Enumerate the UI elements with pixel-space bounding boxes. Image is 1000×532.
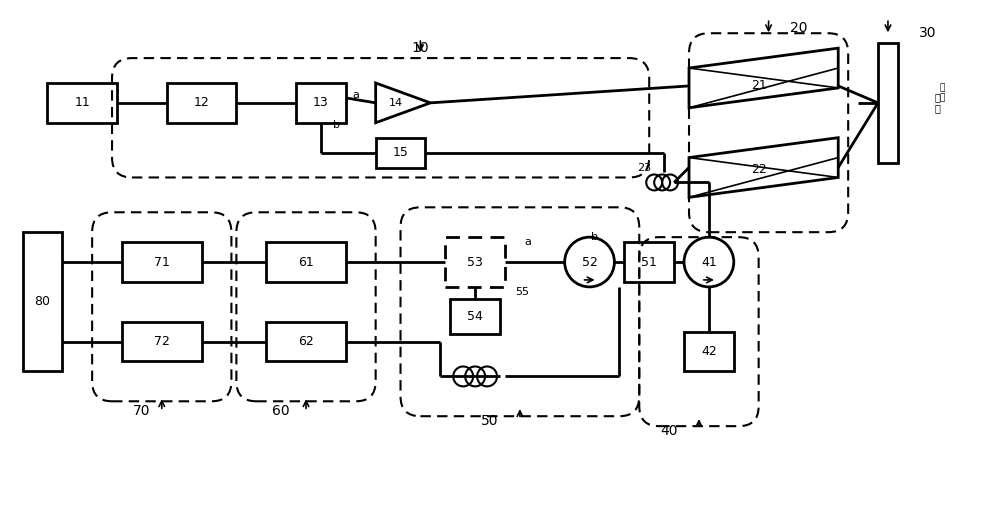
Text: 72: 72 bbox=[154, 335, 170, 348]
Bar bbox=[445, 237, 505, 287]
Bar bbox=[122, 242, 202, 282]
Bar bbox=[376, 138, 425, 168]
Text: 60: 60 bbox=[272, 404, 290, 418]
Text: 14: 14 bbox=[388, 98, 403, 108]
Bar bbox=[266, 322, 346, 362]
Text: 气
候: 气 候 bbox=[935, 92, 941, 114]
Text: 52: 52 bbox=[582, 255, 597, 269]
Text: 51: 51 bbox=[641, 255, 657, 269]
Bar bbox=[684, 331, 734, 371]
Text: b: b bbox=[333, 120, 340, 130]
Text: 21: 21 bbox=[751, 79, 767, 93]
Text: 22: 22 bbox=[751, 163, 767, 176]
Bar bbox=[266, 242, 346, 282]
Bar bbox=[624, 242, 674, 282]
Text: 61: 61 bbox=[298, 255, 314, 269]
Text: 53: 53 bbox=[467, 255, 483, 269]
Text: 10: 10 bbox=[412, 41, 429, 55]
Bar bbox=[122, 322, 202, 362]
Bar bbox=[167, 83, 236, 123]
Text: 30: 30 bbox=[919, 26, 937, 40]
Text: 13: 13 bbox=[313, 96, 329, 110]
Bar bbox=[47, 83, 117, 123]
Bar bbox=[23, 232, 62, 371]
Text: 54: 54 bbox=[467, 310, 483, 323]
Text: a: a bbox=[353, 90, 360, 100]
Text: 40: 40 bbox=[660, 424, 678, 438]
Text: 62: 62 bbox=[298, 335, 314, 348]
Text: 42: 42 bbox=[701, 345, 717, 358]
Text: 11: 11 bbox=[74, 96, 90, 110]
Text: 23: 23 bbox=[637, 162, 651, 172]
Text: 12: 12 bbox=[194, 96, 209, 110]
Bar bbox=[296, 83, 346, 123]
Text: 70: 70 bbox=[133, 404, 151, 418]
Text: 41: 41 bbox=[701, 255, 717, 269]
Text: 71: 71 bbox=[154, 255, 170, 269]
Text: 20: 20 bbox=[790, 21, 807, 35]
Text: 55: 55 bbox=[515, 287, 529, 297]
Bar bbox=[450, 300, 500, 334]
Text: 大
气: 大 气 bbox=[940, 83, 945, 103]
Text: 50: 50 bbox=[481, 414, 499, 428]
Text: 15: 15 bbox=[393, 146, 408, 159]
Text: 80: 80 bbox=[34, 295, 50, 309]
Bar bbox=[878, 43, 898, 163]
Text: b: b bbox=[591, 232, 598, 242]
Text: a: a bbox=[525, 237, 532, 247]
